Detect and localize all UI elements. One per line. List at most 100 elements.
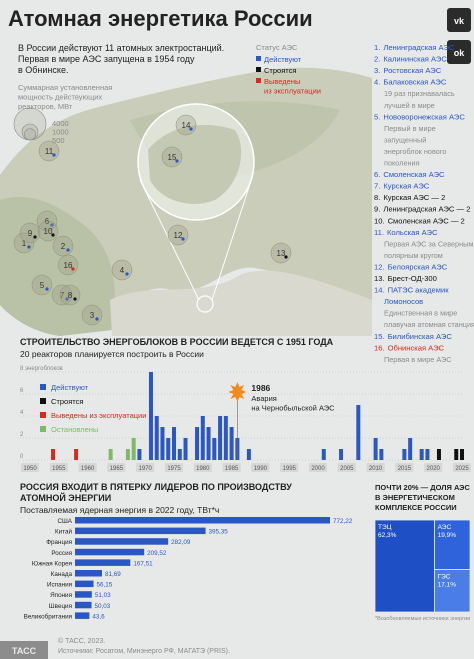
category-label: Южная Корея bbox=[32, 560, 72, 567]
station-name: Брест-ОД-300 bbox=[388, 274, 437, 283]
station-dot bbox=[66, 248, 70, 252]
annotation-text: на Чернобыльской АЭС bbox=[251, 404, 335, 413]
station-note: Первая в мире АЭС bbox=[384, 355, 452, 364]
station-name: Ростовская АЭС bbox=[383, 66, 441, 75]
category-label: Китай bbox=[55, 528, 73, 536]
social-button[interactable] bbox=[447, 8, 471, 32]
station-number: 16. bbox=[374, 343, 385, 352]
y-tick-label: 4 bbox=[20, 410, 24, 416]
legend-label: Строятся bbox=[51, 397, 83, 406]
legend-swatch bbox=[40, 426, 46, 432]
value-label: 81,69 bbox=[105, 571, 121, 578]
bar-segment bbox=[229, 427, 234, 460]
station-item: 4. Балаковская АЭС bbox=[374, 78, 447, 87]
station-map-label: 8 bbox=[68, 291, 73, 300]
bar-segment bbox=[137, 449, 142, 460]
legend-label: Выведены из эксплуатации bbox=[51, 411, 146, 420]
treemap-cell bbox=[434, 519, 471, 570]
bar-segment bbox=[339, 449, 344, 460]
social-button[interactable] bbox=[447, 40, 471, 64]
station-note: Первая АЭС за Северным bbox=[384, 239, 473, 248]
bar-segment bbox=[166, 438, 171, 460]
station-map-label: 1 bbox=[22, 239, 27, 248]
x-tick-box bbox=[165, 463, 183, 472]
land-west bbox=[0, 196, 115, 336]
value-label: 209,52 bbox=[147, 550, 167, 557]
station-map-label: 12 bbox=[174, 231, 183, 240]
social-label[interactable]: vk bbox=[454, 16, 465, 26]
bar bbox=[75, 580, 94, 588]
station-number: 3. bbox=[374, 66, 380, 75]
bar-segment bbox=[125, 449, 130, 460]
station-name: Ломоносов bbox=[384, 297, 423, 306]
bar-segment bbox=[131, 438, 136, 460]
capacity-legend-label: 1000 bbox=[52, 128, 69, 137]
bar-segment bbox=[321, 449, 326, 460]
annotation-icon bbox=[228, 382, 247, 402]
cell-value: 62,3% bbox=[378, 532, 397, 539]
x-tick-label: 1980 bbox=[196, 466, 210, 472]
zoom-land bbox=[148, 124, 242, 204]
bar-segment bbox=[373, 438, 378, 460]
station-number: 9. bbox=[374, 205, 380, 214]
x-tick-label: 2015 bbox=[398, 466, 412, 472]
legend-swatch bbox=[40, 398, 46, 404]
station-name: Балаковская АЭС bbox=[383, 78, 447, 87]
x-tick-box bbox=[337, 463, 356, 472]
station-name: Калининская АЭС bbox=[383, 55, 447, 64]
chart-title: В ЭНЕРГЕТИЧЕСКОМ bbox=[375, 493, 455, 502]
station-number: 6. bbox=[374, 170, 380, 179]
station-item: 14. ПАТЭС академик bbox=[374, 286, 449, 295]
station-item: 15. Билибинская АЭС bbox=[374, 332, 452, 341]
bar-segment bbox=[148, 372, 153, 460]
social-label[interactable]: ok bbox=[454, 48, 465, 58]
station-item: 1. Ленинградская АЭС bbox=[374, 43, 455, 52]
station-note: лучшей в мире bbox=[384, 101, 435, 110]
bar-segment bbox=[51, 449, 56, 460]
station-dot bbox=[50, 223, 54, 227]
station-dot bbox=[27, 245, 31, 249]
station-item: 2. Калининская АЭС bbox=[374, 55, 447, 64]
station-map-label: 7 bbox=[60, 291, 65, 300]
value-label: 167,51 bbox=[133, 560, 153, 567]
bar-segment bbox=[74, 449, 79, 460]
station-number: 8. bbox=[374, 193, 380, 202]
x-tick-box bbox=[453, 463, 471, 472]
y-tick-label: 0 bbox=[20, 454, 24, 460]
x-tick-box bbox=[78, 463, 97, 472]
treemap-cell bbox=[434, 569, 471, 613]
station-name: Нововоронежская АЭС bbox=[383, 112, 465, 121]
station-item: 7. Курская АЭС bbox=[374, 182, 430, 191]
annotation-text: Авария bbox=[251, 394, 276, 403]
x-tick-label: 1975 bbox=[167, 466, 181, 472]
intro-text: В России действуют 11 атомных электроста… bbox=[18, 43, 224, 53]
footnote: *Возобновляемые источники энергии bbox=[375, 616, 470, 622]
category-label: Испания bbox=[47, 582, 72, 589]
logo-box bbox=[0, 641, 48, 659]
capacity-legend-label: 4000 bbox=[52, 119, 69, 128]
status-label: из эксплуатации bbox=[264, 87, 321, 96]
bar-segment bbox=[246, 449, 251, 460]
station-number: 13. bbox=[374, 274, 385, 283]
station-map-label: 11 bbox=[45, 147, 54, 156]
x-tick-box bbox=[395, 463, 414, 472]
station-dot bbox=[65, 297, 69, 301]
station-dot bbox=[73, 297, 77, 301]
bar-segment bbox=[183, 438, 188, 460]
station-dot bbox=[125, 272, 129, 276]
station-item: 6. Смоленская АЭС bbox=[374, 170, 445, 179]
intro-text: Первая в мире АЭС запущена в 1954 году bbox=[18, 54, 195, 64]
x-tick-box bbox=[136, 463, 155, 472]
x-tick-box bbox=[309, 463, 327, 472]
value-label: 51,03 bbox=[95, 592, 111, 599]
station-dot bbox=[181, 237, 185, 241]
bar-segment bbox=[160, 427, 165, 460]
status-swatch bbox=[256, 56, 261, 61]
title: Атомная энергетика России bbox=[8, 6, 313, 31]
bar-segment bbox=[200, 416, 205, 460]
status-label: Действуют bbox=[264, 55, 302, 64]
x-tick-label: 1950 bbox=[23, 466, 37, 472]
station-item: 16. Обнинская АЭС bbox=[374, 343, 445, 352]
bar-segment bbox=[454, 449, 459, 460]
